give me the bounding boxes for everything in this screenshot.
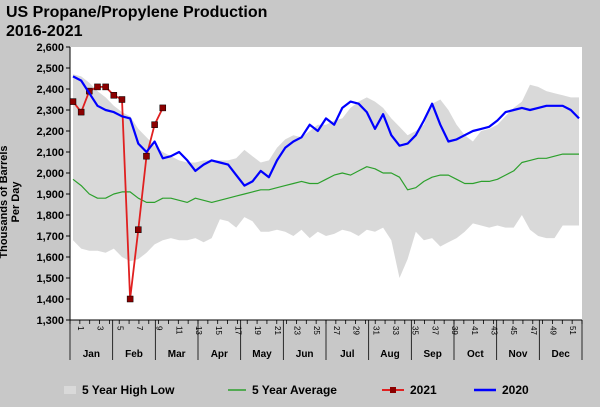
y-axis: 1,300 1,400 1,500 1,600 1,700 1,800 1,900 2,000…: [36, 42, 71, 327]
x-week-label: 21: [273, 326, 282, 335]
high-low-band: [73, 74, 579, 278]
y-tick-label: 1,600: [36, 252, 64, 264]
series-line-5-year-average: [72, 153, 579, 203]
y-tick-label: 2,500: [36, 63, 64, 75]
x-month-label: Jan: [83, 349, 100, 360]
x-week-label: 49: [549, 326, 558, 335]
y-tick-label: 2,300: [36, 105, 64, 117]
x-week-label: 9: [155, 326, 164, 331]
band-layer: [73, 74, 579, 278]
x-week-label: 35: [411, 326, 420, 335]
y-tick-label: 2,400: [36, 84, 64, 96]
series-point-2021: [94, 83, 101, 91]
x-week-label: 3: [96, 326, 105, 331]
series-point-2021: [77, 108, 85, 116]
x-month-label: Feb: [125, 349, 143, 360]
series-point-2021: [135, 226, 142, 233]
x-week-label: 15: [214, 326, 223, 335]
legend-item-average: 5 Year Average: [228, 383, 337, 397]
x-week-label: 41: [470, 326, 479, 335]
x-month-label: Jun: [296, 349, 314, 360]
x-week-label: 45: [509, 326, 518, 335]
legend-label-2021: 2021: [410, 383, 437, 397]
y-tick-label: 2,200: [36, 126, 64, 138]
x-week-label: 17: [233, 326, 242, 335]
legend: 5 Year High Low 5 Year Average 2021 2020: [0, 383, 600, 401]
legend-item-high-low: 5 Year High Low: [64, 383, 174, 397]
x-week-label: 29: [352, 326, 361, 335]
x-week-label: 25: [312, 326, 321, 335]
series-point-2021: [159, 104, 167, 112]
legend-swatch-average: [228, 389, 246, 391]
series-point-2021: [143, 152, 150, 160]
y-tick-label: 1,500: [36, 273, 64, 285]
legend-label-2020: 2020: [502, 383, 529, 397]
legend-swatch-high-low: [64, 386, 76, 394]
legend-item-2020: 2020: [474, 383, 529, 397]
legend-swatch-2020: [474, 388, 496, 392]
chart-title: US Propane/Propylene Production 2016-202…: [6, 3, 267, 41]
legend-label-high-low: 5 Year High Low: [82, 383, 175, 397]
legend-swatch-2021: [382, 387, 404, 393]
x-month-label: May: [252, 349, 272, 360]
x-month-label: Oct: [467, 349, 484, 360]
x-week-label: 11: [174, 326, 183, 335]
y-tick-label: 1,800: [36, 210, 64, 222]
legend-item-2021: 2021: [382, 383, 437, 397]
x-week-label: 37: [430, 326, 439, 335]
x-week-label: 33: [391, 326, 400, 335]
chart-subtitle: 2016-2021: [6, 23, 83, 40]
y-tick-label: 2,000: [36, 168, 64, 180]
series-point-2021: [102, 83, 109, 91]
series-point-2021: [110, 92, 118, 99]
x-week-label: 5: [115, 326, 124, 331]
x-week-label: 47: [529, 326, 538, 335]
x-week-label: 51: [568, 326, 577, 335]
series-layer: [69, 75, 580, 303]
x-week-label: 39: [450, 326, 459, 335]
x-month-label: Aug: [380, 349, 399, 360]
series-point-2021: [151, 121, 158, 128]
x-month-label: Nov: [509, 349, 528, 360]
y-tick-label: 1,400: [36, 294, 64, 306]
x-month-label: Mar: [168, 349, 186, 360]
x-week-label: 31: [371, 326, 380, 335]
y-tick-label: 1,900: [36, 189, 64, 201]
x-week-label: 27: [332, 326, 341, 335]
x-week-label: 43: [489, 326, 498, 335]
series-line-2020: [72, 75, 580, 187]
x-week-label: 1: [76, 326, 85, 331]
x-month-label: Jul: [340, 349, 355, 360]
y-tick-label: 2,100: [36, 147, 64, 159]
x-week-label: 13: [194, 326, 203, 335]
series-point-2021: [126, 295, 134, 303]
x-month-label: Sep: [423, 349, 441, 360]
series-point-2021: [118, 96, 126, 103]
x-week-label: 19: [253, 326, 262, 335]
chart-svg: 1,300 1,400 1,500 1,600 1,700 1,800 1,900 2,000…: [36, 42, 583, 360]
x-week-label: 7: [135, 326, 144, 331]
y-tick-label: 1,300: [36, 315, 64, 327]
series-point-2021: [69, 98, 77, 105]
y-tick-label: 2,600: [36, 42, 64, 54]
legend-label-average: 5 Year Average: [252, 383, 337, 397]
chart-title-main: US Propane/Propylene Production: [6, 4, 268, 21]
x-month-label: Apr: [211, 349, 228, 360]
x-month-label: Dec: [551, 349, 570, 360]
x-axis: 1 3 5 7 9 11 13 15 17 19 21 23 25 27 29 31 33 35 37 39 41 43 4…: [69, 319, 583, 360]
x-week-label: 23: [293, 326, 302, 335]
y-tick-label: 1,700: [36, 231, 64, 243]
